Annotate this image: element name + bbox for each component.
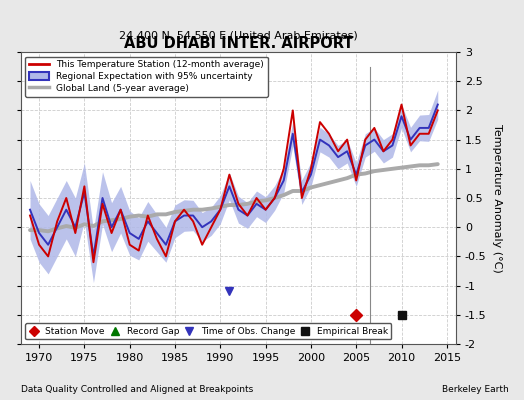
Text: Berkeley Earth: Berkeley Earth bbox=[442, 385, 508, 394]
Y-axis label: Temperature Anomaly (°C): Temperature Anomaly (°C) bbox=[492, 124, 502, 272]
Text: Data Quality Controlled and Aligned at Breakpoints: Data Quality Controlled and Aligned at B… bbox=[21, 385, 253, 394]
Legend: Station Move, Record Gap, Time of Obs. Change, Empirical Break: Station Move, Record Gap, Time of Obs. C… bbox=[26, 323, 391, 340]
Text: 24.400 N, 54.550 E (United Arab Emirates): 24.400 N, 54.550 E (United Arab Emirates… bbox=[119, 30, 358, 40]
Title: ABU DHABI INTER. AIRPORT: ABU DHABI INTER. AIRPORT bbox=[124, 36, 353, 51]
